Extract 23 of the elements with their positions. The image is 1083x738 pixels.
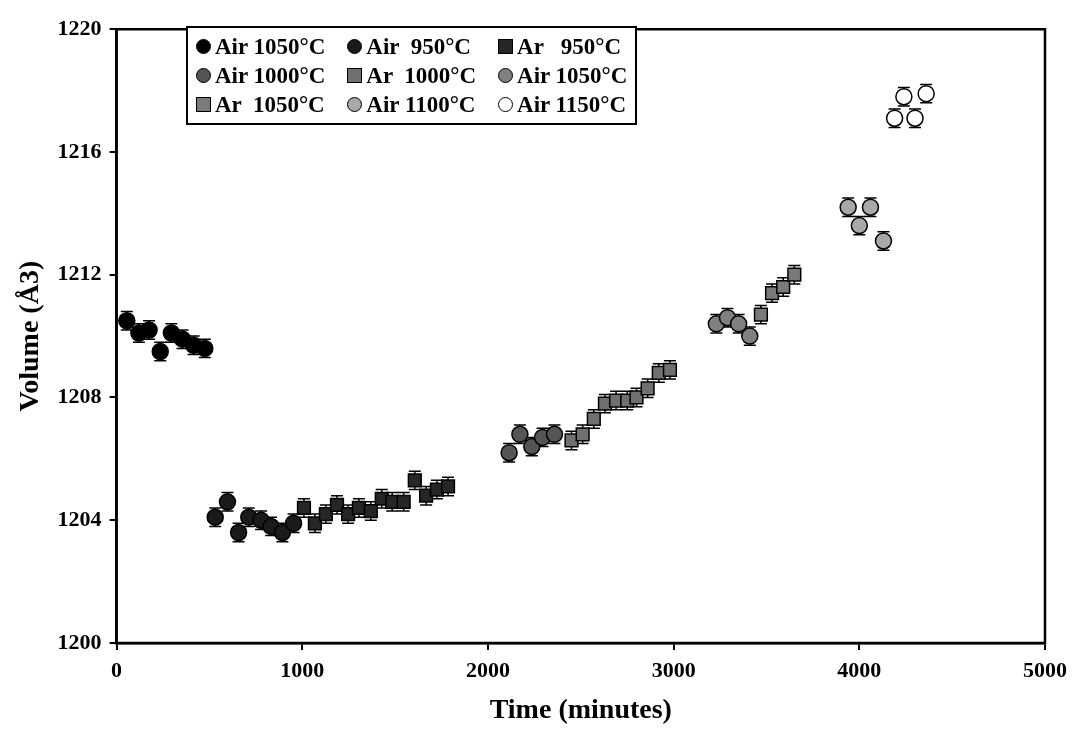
legend-label: Air 950°C bbox=[366, 33, 471, 61]
x-tick-label: 0 bbox=[111, 656, 123, 682]
x-tick-label: 4000 bbox=[837, 656, 882, 682]
y-axis-title: Volume (Å3) bbox=[13, 260, 45, 412]
y-tick-label: 1204 bbox=[57, 505, 102, 531]
x-tick-label: 2000 bbox=[465, 656, 510, 682]
x-axis-title: Time (minutes) bbox=[489, 693, 672, 725]
legend-label: Ar 1000°C bbox=[366, 62, 477, 90]
legend-label: Ar 1050°C bbox=[215, 91, 325, 119]
y-tick-label: 1200 bbox=[57, 628, 102, 654]
x-tick-label: 1000 bbox=[280, 656, 325, 682]
legend-label: Air 1150°C bbox=[517, 91, 627, 119]
y-tick-label: 1216 bbox=[57, 137, 102, 163]
legend-label: Air 1050°C bbox=[517, 62, 628, 90]
legend-label: Air 1000°C bbox=[215, 62, 326, 90]
y-tick-label: 1220 bbox=[57, 14, 102, 40]
x-tick-label: 3000 bbox=[651, 656, 696, 682]
legend-label: Air 1100°C bbox=[366, 91, 476, 119]
y-tick-label: 1208 bbox=[57, 383, 102, 409]
legend-label: Air 1050°C bbox=[215, 33, 326, 61]
legend-label: Ar 950°C bbox=[517, 33, 622, 61]
y-tick-label: 1212 bbox=[57, 260, 102, 286]
x-tick-label: 5000 bbox=[1023, 656, 1067, 682]
